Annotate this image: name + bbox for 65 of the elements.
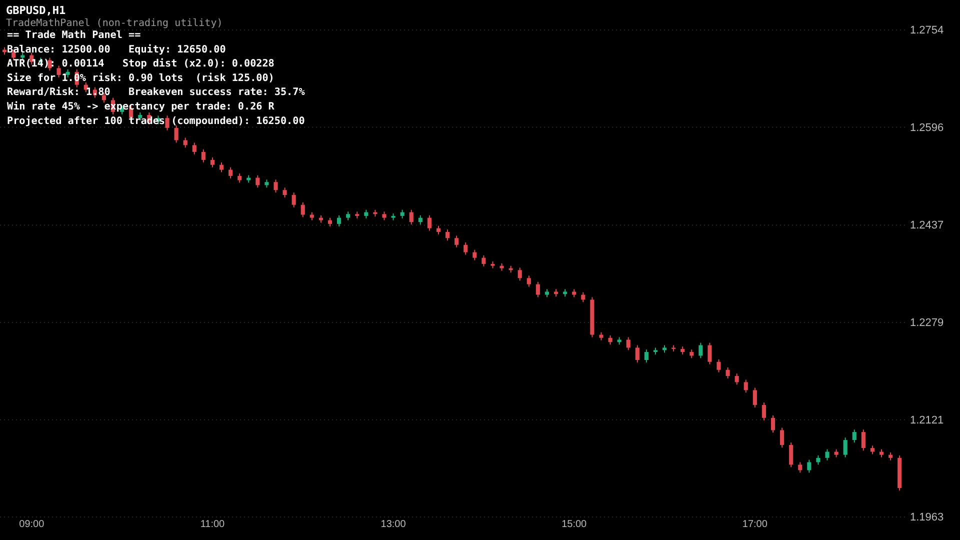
y-tick-label: 1.1963: [910, 512, 944, 524]
candlestick: [238, 172, 242, 184]
x-tick-label: 09:00: [19, 519, 45, 530]
candlestick: [337, 214, 342, 227]
candlestick: [644, 349, 648, 363]
annotation: == Trade Math Panel ==: [7, 30, 141, 41]
chart-subtitle: TradeMathPanel (non-trading utility): [6, 18, 223, 29]
candlestick: [798, 462, 802, 474]
candlestick: [635, 344, 640, 363]
candlestick: [427, 214, 432, 232]
x-tick-label: 15:00: [562, 519, 588, 530]
candlestick: [526, 275, 531, 288]
candlestick: [626, 336, 630, 351]
candlestick: [789, 442, 794, 468]
candlestick: [274, 179, 278, 194]
candlestick: [807, 459, 812, 474]
candlestick: [256, 174, 260, 188]
candlestick: [454, 235, 459, 248]
y-tick-label: 1.2279: [910, 316, 944, 329]
candlestick: [300, 202, 305, 218]
candlestick: [482, 254, 486, 267]
candlestick: [228, 166, 233, 179]
candlestick: [292, 192, 296, 208]
candlestick: [174, 124, 178, 144]
x-tick-label: 17:00: [742, 519, 768, 530]
candlestick: [192, 142, 196, 155]
y-tick-label: 1.2754: [910, 24, 944, 37]
candlestick: [165, 115, 170, 131]
y-tick-label: 1.2121: [910, 414, 944, 426]
candlestick: [464, 242, 468, 256]
candlestick: [409, 209, 414, 226]
candlestick: [752, 387, 757, 408]
candlestick: [843, 437, 848, 458]
candlestick: [716, 358, 721, 373]
candlestick: [861, 429, 866, 452]
candlestick: [219, 162, 224, 173]
candlestick: [282, 187, 287, 198]
candlestick: [734, 373, 739, 386]
candlestick: [536, 281, 540, 298]
candlestick: [744, 379, 748, 394]
candlestick: [56, 65, 61, 78]
chart-title: GBPUSD,H1: [6, 4, 66, 17]
candlestick: [780, 427, 784, 448]
candlestick: [726, 366, 730, 379]
candlestick: [852, 429, 856, 444]
candlestick: [698, 342, 703, 359]
candlestick: [518, 267, 522, 282]
candlestick: [608, 334, 612, 346]
y-tick-label: 1.2596: [910, 122, 944, 134]
candlestick: [418, 214, 422, 226]
candlestick: [472, 249, 477, 261]
candlestick: [581, 292, 586, 303]
y-tick-label: 1.2437: [910, 220, 944, 232]
candlestick: [210, 156, 214, 168]
candlestick: [770, 414, 776, 434]
candlestick: [816, 454, 820, 466]
annotation: Balance: 12500.00 Equity: 12650.00: [7, 43, 226, 56]
candlestick: [762, 402, 766, 421]
candlestick: [183, 137, 188, 148]
x-tick-label: 13:00: [380, 519, 406, 530]
x-tick-label: 11:00: [200, 519, 226, 530]
candlestick: [445, 228, 450, 242]
candlestick: [201, 148, 206, 163]
candlestick: [825, 448, 830, 461]
candlestick: [708, 342, 712, 365]
